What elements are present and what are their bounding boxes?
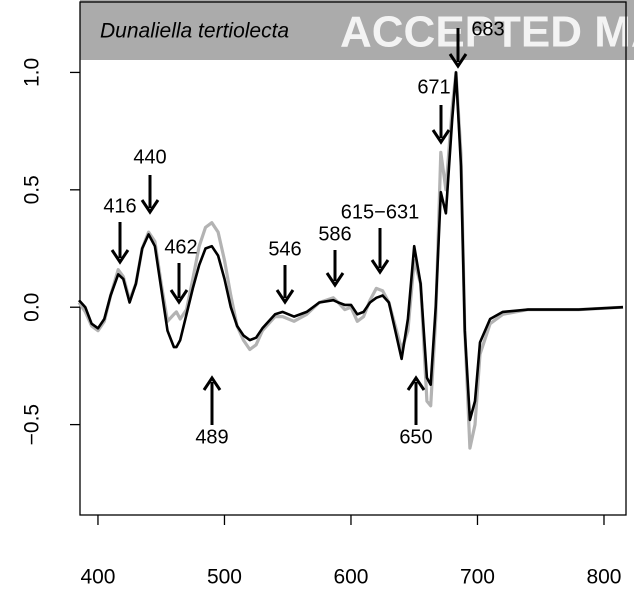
annotation-label: 671 — [417, 76, 450, 98]
annotation-arrowhead — [275, 289, 295, 305]
annotation-label: 650 — [399, 426, 432, 448]
y-tick-label: 0.0 — [21, 293, 44, 322]
annotation-arrowhead — [202, 375, 222, 391]
annotation-label: 683 — [471, 18, 504, 40]
annotation-label: 546 — [268, 238, 301, 260]
annotation-arrowhead — [406, 375, 426, 391]
x-tick-label: 600 — [333, 566, 368, 589]
annotation-arrowhead — [431, 129, 451, 145]
annotation-label: 586 — [318, 223, 351, 245]
y-tick-label: −0.5 — [21, 404, 44, 445]
annotation-arrowhead — [325, 272, 345, 288]
annotation-label: 440 — [133, 146, 166, 168]
annotation-arrowhead — [110, 249, 130, 265]
y-tick-label: 1.0 — [21, 58, 44, 87]
x-tick-label: 700 — [460, 566, 495, 589]
y-tick-label: 0.5 — [21, 175, 44, 204]
x-tick-label: 400 — [80, 566, 115, 589]
annotation-arrowhead — [370, 259, 390, 275]
annotation-label: 489 — [195, 426, 228, 448]
chart-title: Dunaliella tertiolecta — [100, 20, 289, 43]
annotation-label: 416 — [103, 195, 136, 217]
plot-frame — [79, 1, 627, 516]
annotation-arrowhead — [448, 53, 468, 69]
x-tick-label: 800 — [586, 566, 621, 589]
annotation-label: 462 — [164, 236, 197, 258]
title-banner — [80, 0, 634, 60]
watermark: ACCEPTED MA — [340, 8, 634, 57]
spectrum-line — [78, 71, 624, 422]
annotation-label: 615−631 — [341, 201, 419, 223]
annotation-arrowhead — [169, 289, 189, 305]
annotation-arrowhead — [140, 199, 160, 215]
x-tick-label: 500 — [207, 566, 242, 589]
spectrum-line — [77, 70, 624, 450]
